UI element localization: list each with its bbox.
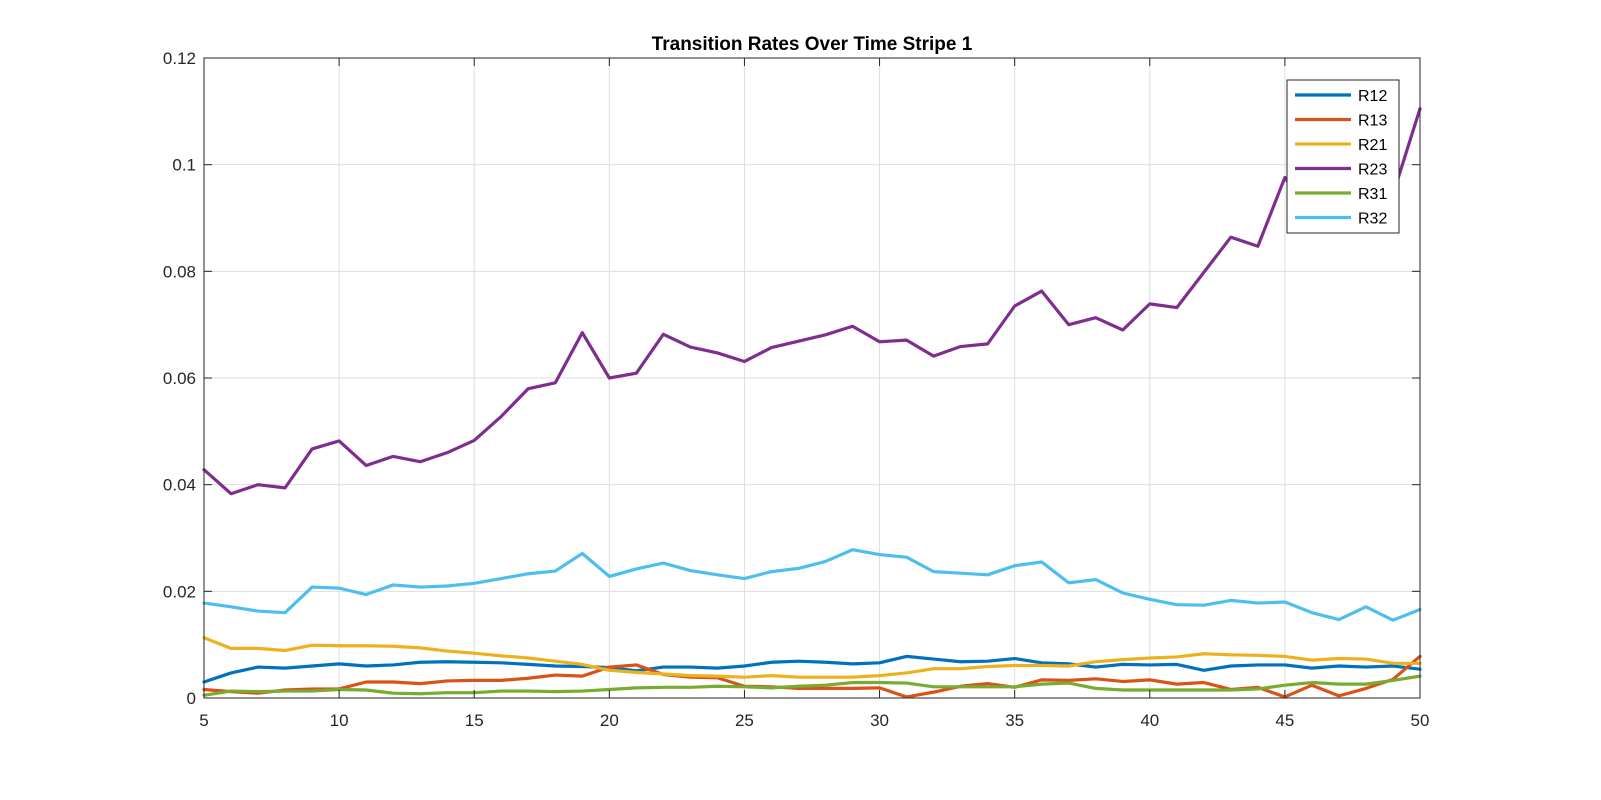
legend-item-r12[interactable]: R12: [1295, 88, 1387, 105]
legend-item-r13[interactable]: R13: [1295, 113, 1387, 130]
legend-label: R32: [1358, 211, 1387, 228]
y-tick-label: 0.08: [163, 262, 196, 281]
x-tick-label: 20: [600, 711, 619, 730]
legend-item-r23[interactable]: R23: [1295, 162, 1387, 179]
x-tick-label: 45: [1275, 711, 1294, 730]
series-line-r12: [202, 654, 1422, 684]
x-tick-label: 5: [199, 711, 208, 730]
legend-label: R31: [1358, 186, 1387, 203]
legend-item-r31[interactable]: R31: [1295, 186, 1387, 203]
legend-label: R12: [1358, 88, 1387, 105]
x-tick-label: 30: [870, 711, 889, 730]
legend-label: R13: [1358, 113, 1387, 130]
chart-title: Transition Rates Over Time Stripe 1: [652, 34, 973, 55]
y-tick-label: 0.02: [163, 582, 196, 601]
legend-label: R23: [1358, 162, 1387, 179]
series-line-r32: [202, 548, 1422, 622]
y-tick-label: 0.04: [163, 476, 196, 495]
series-line-r23: [202, 107, 1422, 496]
series-line-r21: [202, 636, 1422, 679]
x-tick-label: 35: [1005, 711, 1024, 730]
y-tick-label: 0.1: [172, 156, 196, 175]
y-tick-label: 0: [187, 689, 196, 708]
series-line-r31: [202, 674, 1422, 697]
legend-box: [1286, 79, 1400, 234]
x-tick-label: 10: [330, 711, 349, 730]
y-tick-label: 0.06: [163, 369, 196, 388]
x-tick-label: 15: [465, 711, 484, 730]
x-tick-label: 25: [735, 711, 754, 730]
series-line-r13: [202, 654, 1422, 699]
x-tick-label: 50: [1411, 711, 1430, 730]
axis-ticks: 5 10 15 20 25 30 35 40 45 50 0 0.02 0.04 0.06 0.08 0.1 0…: [163, 49, 1430, 730]
legend-item-r32[interactable]: R32: [1295, 211, 1387, 228]
x-tick-label: 40: [1140, 711, 1159, 730]
legend[interactable]: R12 R13 R21 R23 R31 R32: [1286, 79, 1400, 234]
y-tick-label: 0.12: [163, 49, 196, 68]
legend-label: R21: [1358, 137, 1387, 154]
legend-item-r21[interactable]: R21: [1295, 137, 1387, 154]
series-group: [202, 107, 1422, 699]
